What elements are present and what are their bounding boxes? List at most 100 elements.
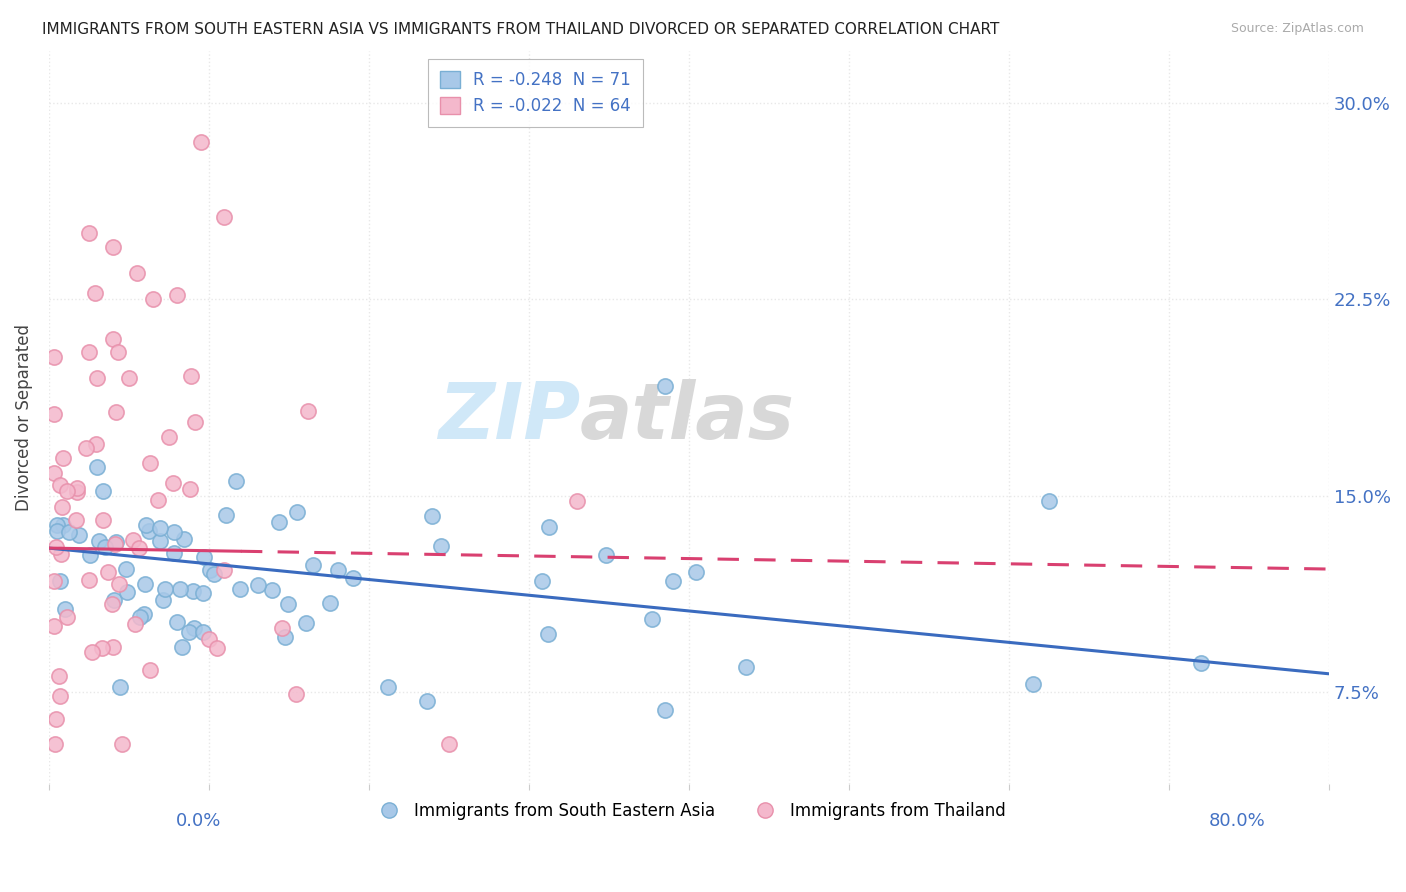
Point (191, 586, 214, 600)
Point (274, 630, 297, 644)
Point (51, 500, 73, 515)
Text: atlas: atlas (581, 379, 794, 455)
Point (42, 574, 65, 588)
Point (44, 350, 66, 364)
Text: IMMIGRANTS FROM SOUTH EASTERN ASIA VS IMMIGRANTS FROM THAILAND DIVORCED OR SEPAR: IMMIGRANTS FROM SOUTH EASTERN ASIA VS IM… (42, 22, 1000, 37)
Point (128, 610, 150, 624)
Point (135, 517, 157, 532)
Point (122, 533, 145, 548)
Point (153, 582, 176, 596)
Point (58, 525, 80, 540)
Point (101, 598, 124, 612)
Point (181, 583, 204, 598)
Point (93, 540, 115, 554)
Point (179, 482, 201, 496)
Point (661, 574, 683, 588)
Point (183, 415, 205, 429)
Point (103, 592, 125, 607)
Point (735, 660, 758, 674)
Point (132, 607, 155, 622)
Point (163, 546, 186, 560)
Point (193, 550, 215, 565)
Point (46, 518, 69, 533)
Point (101, 332, 124, 346)
Point (111, 738, 134, 752)
Point (101, 240, 124, 254)
Point (537, 520, 560, 534)
Point (65, 513, 87, 527)
Point (1038, 494, 1060, 508)
Legend: Immigrants from South Eastern Asia, Immigrants from Thailand: Immigrants from South Eastern Asia, Immi… (366, 796, 1012, 827)
Point (79, 227, 101, 241)
Point (75, 441, 97, 455)
Point (326, 563, 349, 577)
Point (169, 582, 191, 597)
Point (530, 574, 553, 588)
Point (319, 597, 342, 611)
Point (107, 577, 129, 591)
Point (179, 624, 201, 639)
Point (66, 485, 89, 500)
Y-axis label: Divorced or Separated: Divorced or Separated (15, 324, 32, 511)
Point (437, 738, 460, 752)
Point (180, 368, 202, 383)
Point (84, 437, 107, 451)
Point (49, 478, 72, 492)
Point (44, 738, 66, 752)
Point (125, 266, 148, 280)
Point (117, 585, 139, 599)
Point (49, 689, 72, 703)
Point (212, 563, 235, 577)
Point (170, 640, 193, 654)
Text: 80.0%: 80.0% (1209, 812, 1265, 830)
Point (685, 565, 707, 579)
Point (77, 344, 100, 359)
Point (139, 663, 162, 677)
Point (142, 293, 165, 307)
Text: ZIP: ZIP (437, 379, 581, 455)
Point (229, 582, 252, 596)
Point (277, 597, 299, 611)
Point (215, 508, 238, 523)
Point (90, 640, 112, 655)
Point (51, 547, 73, 561)
Point (55, 610, 77, 624)
Point (191, 624, 214, 639)
Point (67, 527, 90, 541)
Point (342, 571, 364, 585)
Point (146, 492, 169, 507)
Point (183, 621, 205, 635)
Point (166, 615, 188, 630)
Point (190, 136, 212, 150)
Point (157, 430, 180, 444)
Point (202, 567, 225, 582)
Point (49, 574, 72, 588)
Point (79, 549, 101, 563)
Point (53, 602, 76, 616)
Point (42, 619, 65, 633)
Point (52, 451, 75, 466)
Point (46, 524, 69, 539)
Point (654, 703, 676, 717)
Text: Source: ZipAtlas.com: Source: ZipAtlas.com (1230, 22, 1364, 36)
Point (295, 616, 318, 631)
Point (205, 640, 228, 655)
Point (52, 518, 75, 533)
Point (271, 621, 294, 635)
Point (84, 285, 107, 300)
Point (163, 524, 186, 539)
Point (565, 494, 588, 508)
Point (197, 632, 219, 647)
Point (595, 548, 617, 562)
Point (1022, 677, 1045, 691)
Point (641, 612, 664, 626)
Point (42, 407, 65, 421)
Point (105, 405, 128, 419)
Point (162, 475, 184, 490)
Point (149, 533, 172, 548)
Point (166, 288, 188, 302)
Point (114, 562, 136, 576)
Point (91, 513, 114, 527)
Point (128, 541, 150, 555)
Point (212, 211, 235, 225)
